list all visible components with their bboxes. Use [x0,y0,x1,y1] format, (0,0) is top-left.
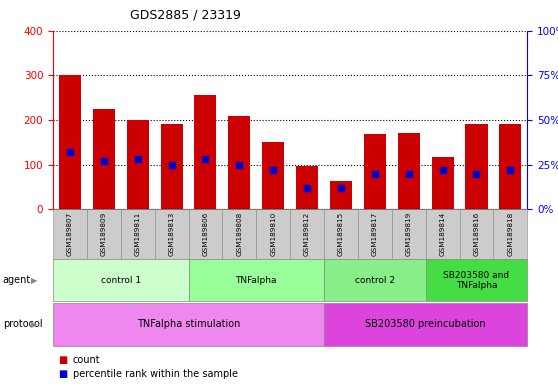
Bar [93,109,115,209]
Point [269,167,278,173]
Text: GSM189819: GSM189819 [406,212,412,257]
Text: control 1: control 1 [100,276,141,285]
Point [404,170,413,177]
Bar [127,120,149,209]
Point [167,162,176,168]
Text: GSM189806: GSM189806 [203,212,209,257]
Text: GSM189810: GSM189810 [270,212,276,257]
Bar [228,116,251,209]
Text: control 2: control 2 [355,276,395,285]
Text: GSM189814: GSM189814 [440,212,446,257]
Text: TNFalpha stimulation: TNFalpha stimulation [137,319,240,329]
Point [235,162,244,168]
Bar [364,134,386,209]
Text: GSM189812: GSM189812 [304,212,310,257]
Text: GSM189815: GSM189815 [338,212,344,257]
Text: GSM189811: GSM189811 [134,212,141,257]
Text: ▶: ▶ [31,276,37,285]
Text: percentile rank within the sample: percentile rank within the sample [73,369,238,379]
Text: ▶: ▶ [31,320,37,329]
Bar [194,94,217,209]
Text: SB203580 preincubation: SB203580 preincubation [365,319,486,329]
Bar [431,157,454,209]
Bar [296,166,318,209]
Bar [465,124,488,209]
Point [438,167,447,173]
Text: ■: ■ [59,355,68,365]
Text: SB203580 and
TNFalpha: SB203580 and TNFalpha [444,271,509,290]
Point [302,185,311,191]
Text: GDS2885 / 23319: GDS2885 / 23319 [131,8,241,21]
Text: GSM189807: GSM189807 [67,212,73,257]
Point [99,158,108,164]
Text: agent: agent [3,275,31,285]
Bar [59,75,81,209]
Text: count: count [73,355,100,365]
Point [65,149,74,155]
Text: GSM189816: GSM189816 [474,212,479,257]
Text: protocol: protocol [3,319,42,329]
Point [201,156,210,162]
Text: GSM189808: GSM189808 [237,212,242,257]
Bar [262,142,284,209]
Text: ■: ■ [59,369,68,379]
Text: GSM189809: GSM189809 [101,212,107,257]
Text: TNFalpha: TNFalpha [235,276,277,285]
Bar [330,181,352,209]
Bar [398,133,420,209]
Text: GSM189817: GSM189817 [372,212,378,257]
Bar [161,124,182,209]
Point [371,170,379,177]
Point [336,185,345,191]
Text: GSM189813: GSM189813 [169,212,175,257]
Bar [499,124,521,209]
Point [472,170,481,177]
Point [133,156,142,162]
Text: GSM189818: GSM189818 [507,212,513,257]
Point [506,167,515,173]
